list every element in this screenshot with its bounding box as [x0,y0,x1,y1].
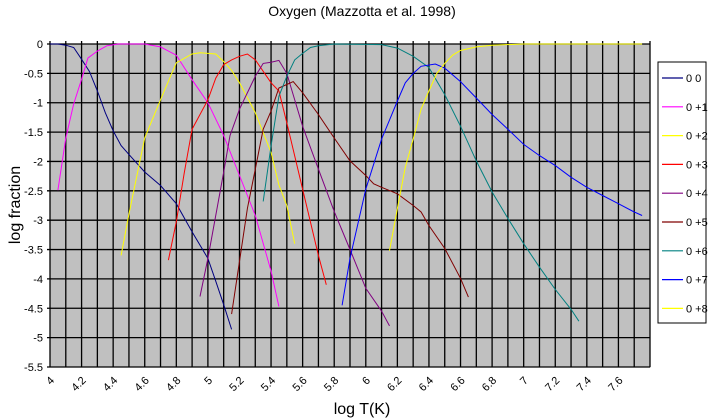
x-axis: 4 4.2 4.4 4.6 4.8 5 5.2 5.4 5.6 5.8 6 6.2 6.4 6.6 6.8 7… [44,375,625,394]
x-tick-label: 5.2 [227,375,246,394]
y-tick-label: 0 [37,39,43,51]
x-tick-label: 7.4 [575,375,594,394]
y-tick-label: -1.5 [24,127,43,139]
y-tick-label: -3.5 [24,245,43,257]
series-line-5 [231,80,469,315]
y-axis: 0 -0.5 -1 -1.5 -2 -2.5 -3 -3.5 -4 -4.5 -5 -5.5 [24,39,43,374]
x-axis-label: log T(K) [334,401,391,418]
y-axis-label: log fraction [7,166,24,244]
series-line-8 [389,43,643,251]
x-tick-label: 6.6 [448,375,467,394]
series-line-4 [199,59,390,327]
legend-label: 0 +3 [686,159,708,171]
legend-label: 0 +6 [686,246,708,258]
legend-label: 0 0 [686,73,701,85]
x-tick-label: 7.6 [606,375,625,394]
x-tick-label: 4.4 [101,375,120,394]
series-line-2 [120,52,296,256]
x-tick-label: 7 [518,375,531,388]
x-tick-label: 5.4 [259,375,278,394]
legend-label: 0 +2 [686,131,708,143]
y-tick-label: -4.5 [24,303,43,315]
x-tick-label: 6.2 [385,375,404,394]
series-line-1 [57,43,280,307]
y-tick-label: -1 [33,98,43,110]
legend-label: 0 +8 [686,303,708,315]
legend: 0 0 0 +1 0 +2 0 +3 0 +4 0 +5 0 +6 0 +7 0 +8 [657,61,708,324]
x-tick-label: 6 [360,375,373,388]
series-line-6 [262,43,580,322]
x-tick-label: 4.8 [164,375,183,394]
x-tick-label: 4 [44,375,57,388]
chart-title: Oxygen (Mazzotta et al. 1998) [268,3,456,19]
x-tick-label: 5.8 [322,375,341,394]
series-line-3 [167,53,327,285]
x-tick-label: 6.4 [417,375,436,394]
x-tick-label: 5.6 [290,375,309,394]
legend-label: 0 +7 [686,275,708,287]
series-lines [50,43,643,330]
y-tick-label: -2.5 [24,186,43,198]
y-tick-label: -4 [33,274,43,286]
series-line-7 [341,63,643,306]
y-tick-label: -3 [33,215,43,227]
x-tick-label: 4.2 [69,375,88,394]
y-tick-label: -0.5 [24,68,43,80]
grid [47,41,651,368]
legend-label: 0 +4 [686,188,708,200]
legend-label: 0 +1 [686,102,708,114]
x-tick-label: 7.2 [543,375,562,394]
legend-label: 0 +5 [686,217,708,229]
x-tick-label: 4.6 [133,375,152,394]
x-tick-label: 6.8 [480,375,499,394]
y-tick-label: -2 [33,156,43,168]
y-tick-label: -5.5 [24,362,43,374]
x-tick-label: 5 [202,375,215,388]
y-tick-label: -5 [33,333,43,345]
